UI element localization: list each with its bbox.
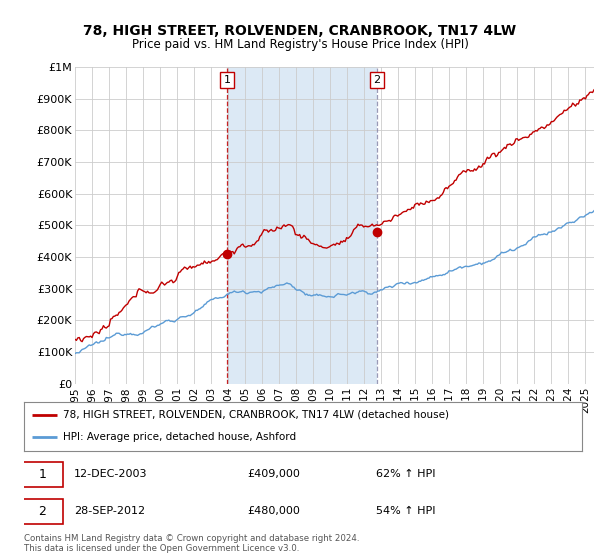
Text: 54% ↑ HPI: 54% ↑ HPI — [376, 506, 435, 516]
Bar — [227, 67, 377, 384]
Text: 2: 2 — [373, 75, 380, 85]
Text: HPI: Average price, detached house, Ashford: HPI: Average price, detached house, Ashf… — [63, 432, 296, 442]
Text: 62% ↑ HPI: 62% ↑ HPI — [376, 469, 435, 479]
Text: Price paid vs. HM Land Registry's House Price Index (HPI): Price paid vs. HM Land Registry's House … — [131, 38, 469, 51]
Text: £480,000: £480,000 — [247, 506, 300, 516]
Text: 28-SEP-2012: 28-SEP-2012 — [74, 506, 145, 516]
Text: 12-DEC-2003: 12-DEC-2003 — [74, 469, 148, 479]
Text: 78, HIGH STREET, ROLVENDEN, CRANBROOK, TN17 4LW (detached house): 78, HIGH STREET, ROLVENDEN, CRANBROOK, T… — [63, 410, 449, 420]
Text: £409,000: £409,000 — [247, 469, 300, 479]
Text: 2: 2 — [38, 505, 46, 518]
Text: Contains HM Land Registry data © Crown copyright and database right 2024.
This d: Contains HM Land Registry data © Crown c… — [24, 534, 359, 553]
Text: 1: 1 — [38, 468, 46, 481]
Text: 1: 1 — [224, 75, 231, 85]
FancyBboxPatch shape — [21, 461, 63, 487]
Text: 78, HIGH STREET, ROLVENDEN, CRANBROOK, TN17 4LW: 78, HIGH STREET, ROLVENDEN, CRANBROOK, T… — [83, 24, 517, 38]
FancyBboxPatch shape — [21, 498, 63, 524]
